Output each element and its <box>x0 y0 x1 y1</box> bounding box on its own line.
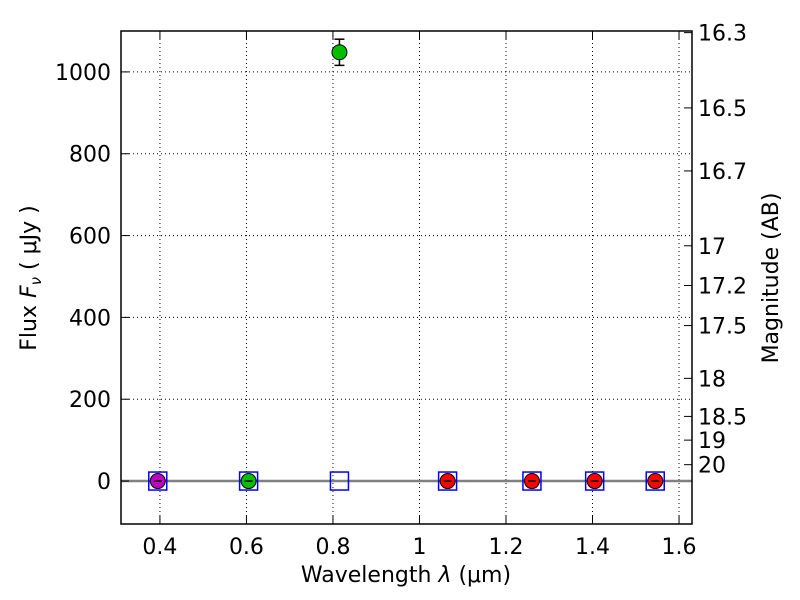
y2-tick-label: 17.2 <box>698 274 747 299</box>
y2-tick-label: 18 <box>698 367 726 392</box>
data-point-square <box>437 471 458 491</box>
y2-tick-label: 17.5 <box>698 315 747 340</box>
y-tick-label: 200 <box>69 388 111 413</box>
data-point-square <box>584 471 605 491</box>
data-point-square <box>238 471 259 491</box>
data-marks <box>148 38 665 491</box>
y2-tick-label: 18.5 <box>698 405 747 430</box>
y2-tick-label: 16.7 <box>698 160 747 185</box>
y2-axis-label: Magnitude (AB) <box>759 193 784 364</box>
data-point-square <box>329 471 350 491</box>
y-axis-label: Flux Fν ( μJy ) <box>17 205 45 350</box>
ticks-layer: 0.4 0.6 0.8 1 1.2 1.4 1.6 0 200 400 600 800 1000 16.3… <box>55 22 747 560</box>
x-axis-label: Wavelength λ (μm) <box>301 563 511 588</box>
data-point-square <box>522 471 542 491</box>
x-tick-label: 1.4 <box>575 535 610 560</box>
x-tick-label: 0.6 <box>229 535 264 560</box>
data-point-square <box>645 471 665 491</box>
grid-layer <box>121 31 692 524</box>
y2-tick-label: 17 <box>698 235 726 260</box>
y2-tick-label: 20 <box>698 454 726 479</box>
y-tick-label: 400 <box>69 306 111 331</box>
y-tick-label: 1000 <box>55 61 111 86</box>
y-tick-label: 800 <box>69 143 111 168</box>
x-tick-label: 0.8 <box>315 535 350 560</box>
y-tick-label: 0 <box>97 470 111 495</box>
data-point-square <box>148 471 168 491</box>
y2-tick-label: 16.3 <box>698 22 747 47</box>
y2-tick-label: 16.5 <box>698 97 747 122</box>
x-tick-label: 0.4 <box>142 535 177 560</box>
x-tick-label: 1.2 <box>488 535 523 560</box>
plot-frame <box>120 30 693 525</box>
data-point-circle <box>331 44 348 61</box>
y2-tick-label: 19 <box>698 429 726 454</box>
x-tick-label: 1 <box>412 535 426 560</box>
y-tick-label: 600 <box>69 225 111 250</box>
x-tick-label: 1.6 <box>662 535 697 560</box>
